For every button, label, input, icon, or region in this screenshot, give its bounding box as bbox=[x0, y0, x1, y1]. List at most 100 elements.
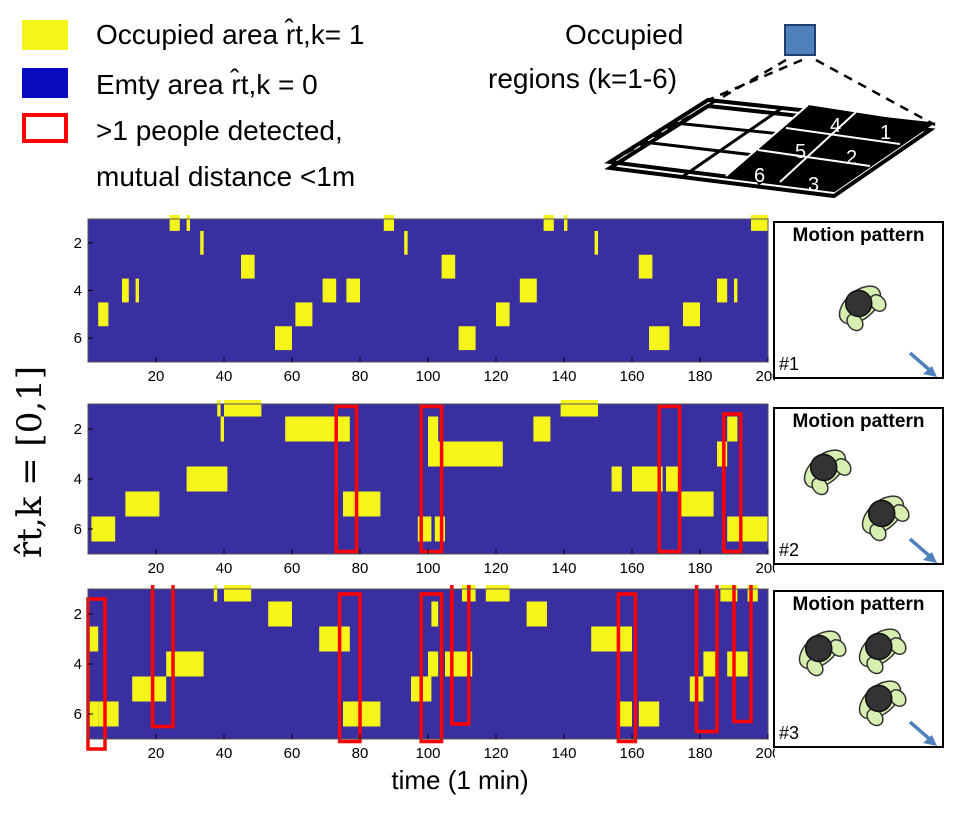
occupied-cell bbox=[88, 701, 99, 727]
x-tick-label: 40 bbox=[216, 560, 233, 577]
y-tick-label: 4 bbox=[74, 656, 82, 673]
x-tick-label: 160 bbox=[619, 560, 644, 577]
occupied-cell bbox=[727, 416, 738, 442]
heatmap-pattern-2: 20 40 60 80 100 120 140 160 180 200 2 4 6 bbox=[74, 400, 775, 577]
region-6: 6 bbox=[754, 165, 765, 187]
occupied-cell bbox=[220, 416, 224, 442]
direction-arrowhead bbox=[923, 366, 937, 377]
sensor-icon bbox=[784, 24, 816, 56]
occupied-cell bbox=[224, 400, 262, 417]
occupied-cell bbox=[727, 516, 734, 542]
legend-detected-label-2: mutual distance <1m bbox=[96, 161, 356, 192]
x-tick-label: 100 bbox=[415, 745, 440, 762]
region-2: 2 bbox=[846, 147, 857, 169]
y-tick-label: 2 bbox=[74, 421, 82, 438]
occupied-cell bbox=[152, 676, 167, 702]
heatmap-body bbox=[88, 400, 768, 554]
x-tick-label: 140 bbox=[551, 368, 576, 385]
occupied-cell bbox=[268, 601, 292, 627]
y-tick-label: 2 bbox=[74, 235, 82, 252]
x-tick-label: 60 bbox=[284, 560, 301, 577]
x-tick-label: 180 bbox=[687, 745, 712, 762]
occupied-cell bbox=[275, 326, 292, 351]
x-tick-label: 20 bbox=[148, 368, 165, 385]
legend-empty-swatch bbox=[22, 68, 68, 98]
diagram-title-1: Occupied bbox=[565, 19, 684, 50]
detection-box bbox=[657, 404, 682, 554]
x-tick-label: 100 bbox=[415, 368, 440, 385]
x-tick-label: 40 bbox=[216, 368, 233, 385]
heatmap-body bbox=[88, 585, 768, 739]
x-tick-label: 180 bbox=[687, 560, 712, 577]
occupied-cell bbox=[519, 278, 537, 303]
x-tick-label: 200 bbox=[755, 560, 775, 577]
x-axis-label: time (1 min) bbox=[391, 765, 529, 795]
region-1: 1 bbox=[880, 122, 891, 144]
occupied-cell bbox=[727, 651, 748, 677]
x-tick-label: 60 bbox=[284, 368, 301, 385]
direction-arrowhead bbox=[923, 552, 937, 563]
occupied-cell bbox=[717, 278, 728, 303]
detection-box bbox=[334, 404, 359, 554]
x-tick-label: 120 bbox=[483, 368, 508, 385]
occupied-cell bbox=[683, 302, 700, 327]
occupied-cell bbox=[186, 215, 190, 231]
x-tick-label: 120 bbox=[483, 745, 508, 762]
detection-box bbox=[337, 592, 362, 744]
occupied-cell bbox=[383, 215, 394, 231]
occupied-cell bbox=[751, 215, 768, 231]
x-tick-label: 80 bbox=[352, 745, 369, 762]
occupied-cell bbox=[611, 466, 622, 492]
region-3: 3 bbox=[808, 174, 819, 196]
x-tick-label: 180 bbox=[687, 368, 712, 385]
people-illustration bbox=[838, 285, 937, 377]
occupied-cell bbox=[98, 302, 109, 327]
x-tick-label: 60 bbox=[284, 745, 301, 762]
person-icon bbox=[798, 630, 847, 677]
occupied-cell bbox=[88, 626, 99, 652]
motion-panel-3: Motion pattern #3 bbox=[773, 590, 944, 748]
occupied-cell bbox=[526, 601, 547, 627]
occupied-cell bbox=[91, 516, 116, 542]
x-tick-label: 40 bbox=[216, 745, 233, 762]
occupied-cell bbox=[594, 230, 598, 255]
occupied-cell bbox=[200, 230, 204, 255]
x-tick-label: 80 bbox=[352, 368, 369, 385]
occupied-cell bbox=[649, 326, 670, 351]
legend-detected-swatch bbox=[22, 113, 68, 143]
motion-panel-2: Motion pattern #2 bbox=[773, 407, 944, 565]
region-5: 5 bbox=[795, 141, 806, 163]
occupied-cell bbox=[241, 254, 255, 279]
detection-box bbox=[150, 585, 175, 729]
x-tick-label: 120 bbox=[483, 560, 508, 577]
y-tick-label: 4 bbox=[74, 283, 82, 300]
occupied-cell bbox=[431, 601, 439, 627]
x-tick-label: 160 bbox=[619, 745, 644, 762]
detection-box bbox=[722, 412, 743, 554]
person-icon bbox=[803, 449, 852, 496]
occupied-cell bbox=[703, 651, 717, 677]
legend-occupied-label: Occupied area r̂t,k= 1 bbox=[96, 19, 365, 50]
occupied-cell bbox=[404, 230, 408, 255]
x-tick-label: 140 bbox=[551, 745, 576, 762]
occupied-cell bbox=[428, 651, 439, 677]
person-icon bbox=[838, 285, 887, 332]
x-tick-label: 200 bbox=[755, 745, 775, 762]
occupied-cell bbox=[132, 676, 153, 702]
occupied-cell bbox=[496, 302, 510, 327]
occupied-cell bbox=[428, 416, 439, 442]
motion-panel-title: Motion pattern bbox=[792, 225, 925, 246]
person-icon bbox=[861, 495, 910, 542]
occupied-regions-diagram: 4 1 5 2 6 3 bbox=[604, 24, 936, 199]
legend-occupied-swatch bbox=[22, 20, 68, 50]
occupied-cell bbox=[343, 491, 354, 517]
heatmap-pattern-3: 20 40 60 80 100 120 140 160 180 200 2 4 6 bbox=[74, 585, 775, 762]
x-tick-label: 160 bbox=[619, 368, 644, 385]
region-4: 4 bbox=[830, 115, 841, 137]
occupied-cell bbox=[441, 254, 456, 279]
occupied-cell bbox=[319, 626, 350, 652]
motion-panel-1: Motion pattern #1 bbox=[773, 221, 944, 379]
x-tick-label: 100 bbox=[415, 560, 440, 577]
occupied-cell bbox=[224, 585, 252, 602]
detection-box bbox=[419, 592, 444, 744]
